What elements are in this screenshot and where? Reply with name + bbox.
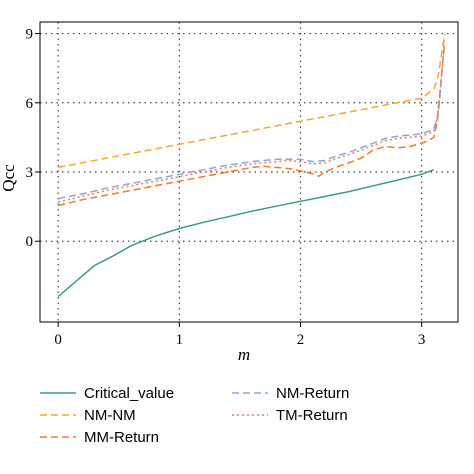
y-axis-ticks: 0 3 6 9 — [26, 27, 40, 250]
series-line-nm-nm — [58, 33, 446, 169]
y-tick-label: 3 — [26, 165, 34, 181]
x-tick-label: 3 — [418, 332, 426, 348]
series-lines — [57, 33, 446, 298]
legend-label: NM-NM — [84, 407, 136, 424]
x-tick-label: 1 — [176, 332, 184, 348]
x-tick-label: 2 — [297, 332, 305, 348]
legend: Critical_value NM-Return NM-NM TM-Return MM-… — [40, 385, 349, 446]
legend-item-nm-nm: NM-NM — [40, 407, 136, 424]
y-tick-label: 9 — [26, 27, 34, 43]
x-axis-ticks: 0 1 2 3 — [54, 322, 425, 348]
grid-lines — [40, 22, 458, 322]
legend-label: MM-Return — [84, 429, 159, 446]
legend-label: Critical_value — [84, 385, 174, 402]
legend-label: NM-Return — [276, 385, 349, 402]
y-tick-label: 0 — [26, 234, 34, 250]
series-line-tm-return — [58, 42, 446, 203]
legend-label: TM-Return — [276, 407, 348, 424]
legend-item-tm-return: TM-Return — [232, 407, 348, 424]
series-line-critical-value — [57, 168, 435, 298]
x-tick-label: 0 — [54, 332, 62, 348]
legend-item-critical-value: Critical_value — [40, 385, 174, 402]
legend-item-mm-return: MM-Return — [40, 429, 159, 446]
y-tick-label: 6 — [26, 96, 34, 112]
y-axis-label: Qcc — [0, 164, 18, 192]
series-line-mm-return — [58, 42, 446, 207]
series-line-nm-return — [58, 40, 446, 200]
x-axis-label: m — [238, 345, 250, 364]
legend-item-nm-return: NM-Return — [232, 385, 349, 402]
